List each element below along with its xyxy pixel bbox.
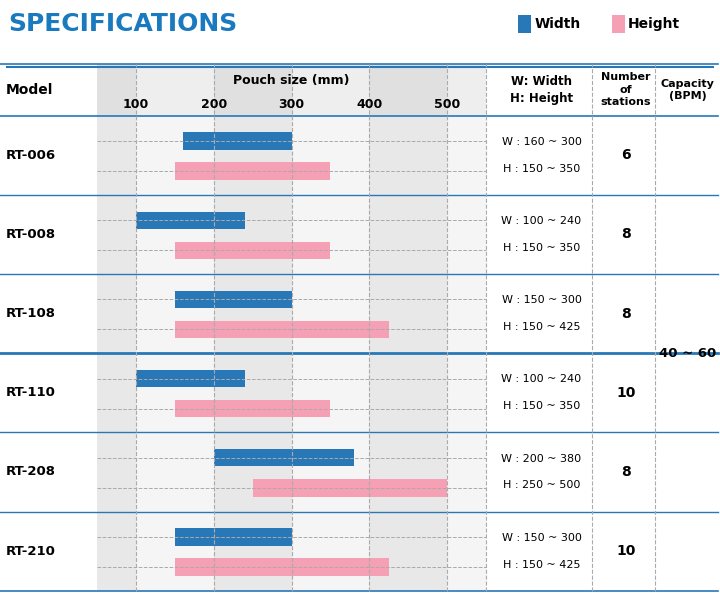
Text: 300: 300 [279, 98, 305, 111]
Text: Pouch size (mm): Pouch size (mm) [233, 74, 350, 88]
FancyBboxPatch shape [214, 64, 292, 116]
Text: Number
of
stations: Number of stations [600, 72, 651, 107]
FancyBboxPatch shape [175, 242, 330, 259]
FancyBboxPatch shape [175, 558, 389, 576]
Text: RT-006: RT-006 [6, 149, 56, 162]
Text: 8: 8 [621, 465, 631, 479]
FancyBboxPatch shape [214, 449, 354, 466]
FancyBboxPatch shape [97, 116, 136, 591]
FancyBboxPatch shape [136, 370, 245, 387]
Text: W : 160 ~ 300: W : 160 ~ 300 [502, 137, 581, 147]
Text: H : 150 ~ 350: H : 150 ~ 350 [503, 401, 580, 411]
Text: 400: 400 [356, 98, 382, 111]
FancyBboxPatch shape [447, 64, 486, 116]
Text: Capacity
(BPM): Capacity (BPM) [661, 79, 714, 101]
Text: Model: Model [6, 83, 53, 97]
FancyBboxPatch shape [136, 211, 245, 229]
Text: H : 250 ~ 500: H : 250 ~ 500 [503, 481, 580, 490]
FancyBboxPatch shape [253, 479, 447, 496]
FancyBboxPatch shape [447, 116, 486, 591]
Text: 200: 200 [201, 98, 227, 111]
Text: W : 150 ~ 300: W : 150 ~ 300 [502, 295, 581, 305]
Text: SPECIFICATIONS: SPECIFICATIONS [9, 12, 238, 37]
Text: H : 150 ~ 425: H : 150 ~ 425 [503, 322, 580, 332]
Text: RT-108: RT-108 [6, 307, 55, 320]
Text: 500: 500 [434, 98, 460, 111]
Text: 8: 8 [621, 307, 631, 320]
FancyBboxPatch shape [136, 116, 214, 591]
FancyBboxPatch shape [183, 132, 292, 150]
FancyBboxPatch shape [369, 64, 447, 116]
FancyBboxPatch shape [292, 116, 369, 591]
FancyBboxPatch shape [97, 64, 136, 116]
FancyBboxPatch shape [612, 15, 625, 33]
Text: RT-208: RT-208 [6, 465, 55, 479]
FancyBboxPatch shape [175, 321, 389, 338]
FancyBboxPatch shape [175, 528, 292, 546]
Text: 8: 8 [621, 228, 631, 241]
Text: W : 200 ~ 380: W : 200 ~ 380 [501, 454, 582, 463]
Text: H : 150 ~ 350: H : 150 ~ 350 [503, 164, 580, 174]
Text: W : 100 ~ 240: W : 100 ~ 240 [501, 375, 582, 384]
Text: 40 ~ 60: 40 ~ 60 [659, 347, 716, 360]
FancyBboxPatch shape [175, 290, 292, 308]
Text: W : 100 ~ 240: W : 100 ~ 240 [501, 216, 582, 226]
Text: W : 150 ~ 300: W : 150 ~ 300 [502, 533, 581, 543]
Text: RT-210: RT-210 [6, 544, 55, 558]
Text: 10: 10 [616, 544, 635, 558]
Text: W: Width
H: Height: W: Width H: Height [510, 75, 573, 105]
FancyBboxPatch shape [175, 400, 330, 417]
Text: Width: Width [534, 18, 580, 31]
Text: 10: 10 [616, 386, 635, 400]
Text: H : 150 ~ 350: H : 150 ~ 350 [503, 243, 580, 253]
Text: 100: 100 [123, 98, 149, 111]
FancyBboxPatch shape [369, 116, 447, 591]
FancyBboxPatch shape [175, 163, 330, 180]
Text: Height: Height [628, 18, 680, 31]
Text: 6: 6 [621, 149, 631, 162]
Text: RT-110: RT-110 [6, 386, 55, 400]
Text: H : 150 ~ 425: H : 150 ~ 425 [503, 560, 580, 569]
FancyBboxPatch shape [214, 116, 292, 591]
FancyBboxPatch shape [136, 64, 214, 116]
FancyBboxPatch shape [292, 64, 369, 116]
FancyBboxPatch shape [518, 15, 531, 33]
Text: RT-008: RT-008 [6, 228, 56, 241]
